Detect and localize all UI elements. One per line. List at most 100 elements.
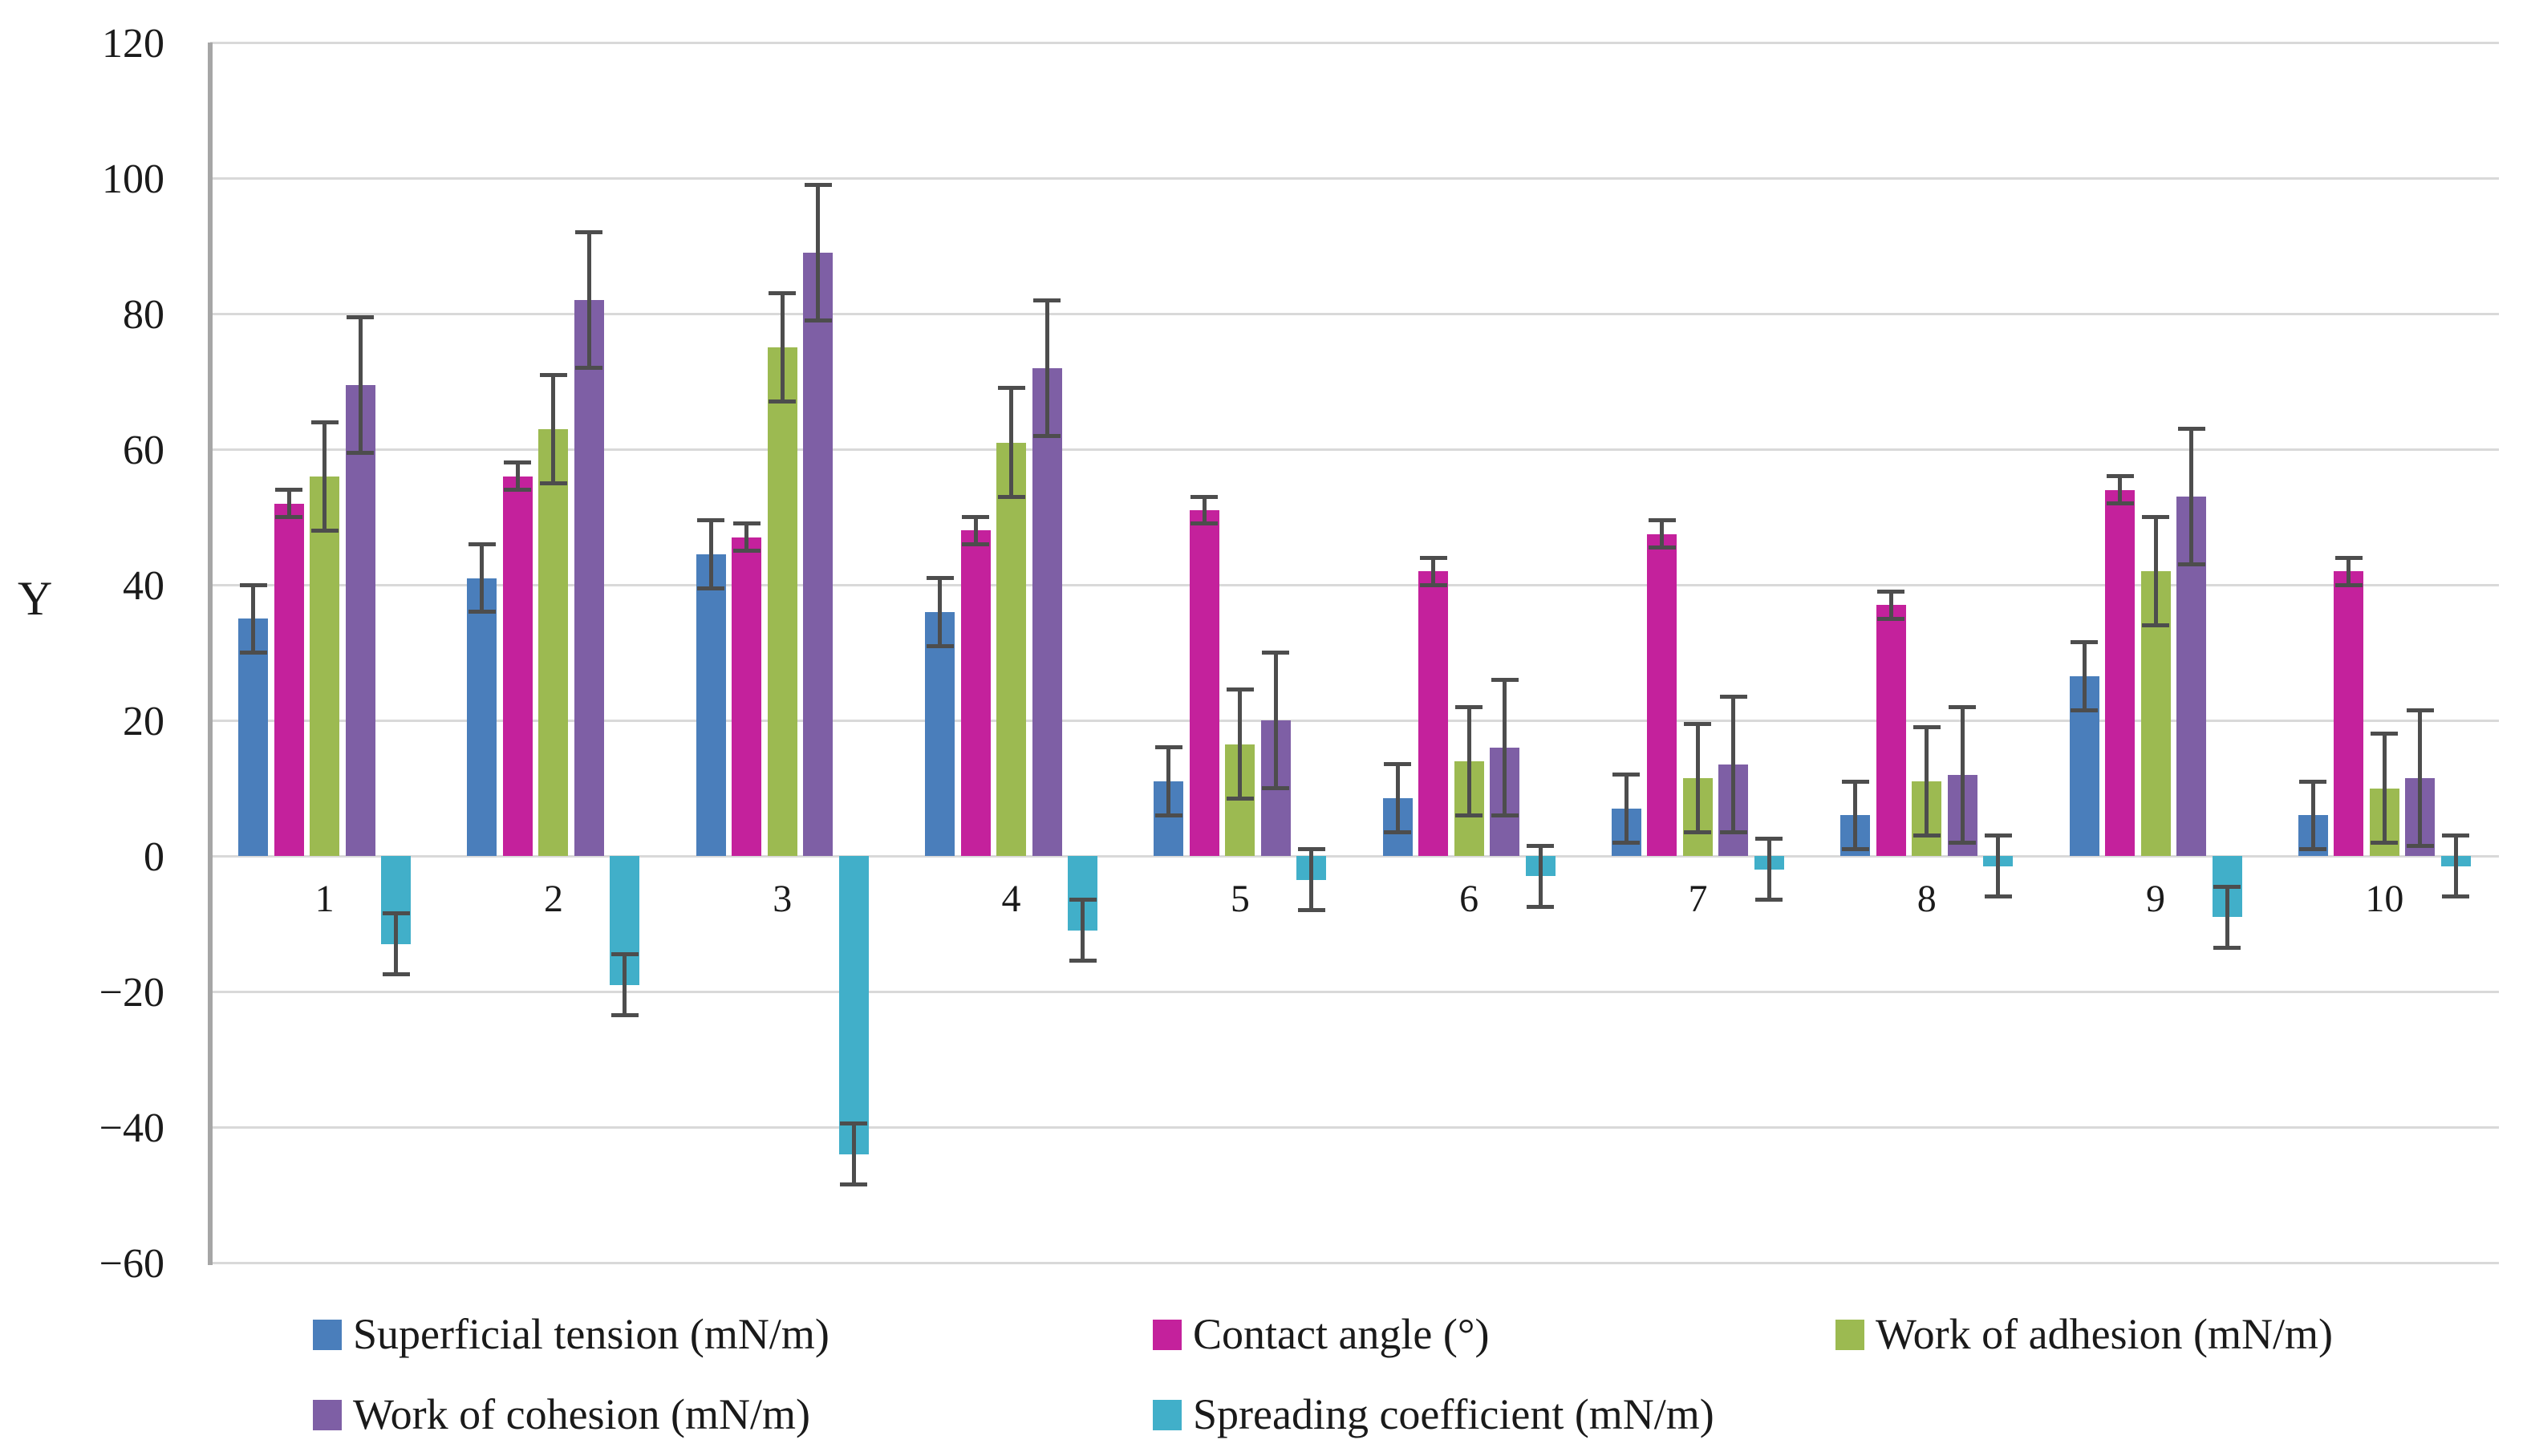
y-axis-title: Y xyxy=(18,571,53,625)
error-cap-top-series5-cat2 xyxy=(610,952,639,957)
error-cap-bottom-series3-cat8 xyxy=(1912,833,1941,838)
error-cap-bottom-series3-cat6 xyxy=(1455,813,1483,817)
error-cap-top-series3-cat4 xyxy=(997,386,1025,391)
error-cap-top-series1-cat4 xyxy=(926,576,954,581)
error-bar-series5-cat4 xyxy=(1081,899,1085,961)
error-cap-bottom-series3-cat5 xyxy=(1226,796,1254,801)
error-cap-bottom-series4-cat3 xyxy=(804,318,832,322)
error-cap-top-series4-cat9 xyxy=(2177,427,2205,432)
legend-item-series1: Superficial tension (mN/m) xyxy=(313,1310,829,1358)
error-cap-bottom-series5-cat9 xyxy=(2213,945,2241,950)
bar-series2-cat9 xyxy=(2105,489,2136,856)
legend-item-series5: Spreading coefficient (mN/m) xyxy=(1153,1390,1714,1438)
error-bar-series1-cat10 xyxy=(2310,781,2315,850)
error-cap-bottom-series3-cat2 xyxy=(539,481,567,485)
error-cap-bottom-series2-cat3 xyxy=(732,549,761,554)
error-bar-series1-cat4 xyxy=(938,578,943,647)
error-cap-bottom-series4-cat4 xyxy=(1033,433,1061,438)
gridline-40 xyxy=(210,583,2499,586)
legend-label-series4: Work of cohesion (mN/m) xyxy=(353,1390,811,1438)
error-cap-top-series4-cat6 xyxy=(1491,677,1519,682)
gridline-60 xyxy=(210,448,2499,451)
bar-series2-cat3 xyxy=(732,537,762,856)
error-bar-series4-cat1 xyxy=(358,317,363,453)
error-cap-bottom-series3-cat3 xyxy=(769,399,797,404)
error-bar-series4-cat2 xyxy=(586,232,591,368)
error-cap-top-series4-cat4 xyxy=(1033,298,1061,302)
error-bar-series3-cat7 xyxy=(1695,724,1700,833)
error-cap-bottom-series1-cat6 xyxy=(1384,829,1412,834)
error-cap-top-series1-cat8 xyxy=(1841,779,1869,784)
error-bar-series3-cat4 xyxy=(1009,387,1014,497)
error-cap-top-series2-cat9 xyxy=(2106,474,2134,479)
bar-series1-cat4 xyxy=(925,611,955,856)
error-cap-top-series4-cat10 xyxy=(2406,708,2434,712)
x-category-label-3: 3 xyxy=(773,878,793,920)
bar-series3-cat2 xyxy=(538,428,569,856)
error-cap-bottom-series4-cat2 xyxy=(575,366,603,371)
error-cap-top-series3-cat8 xyxy=(1912,724,1941,729)
bar-series2-cat7 xyxy=(1647,533,1677,856)
error-cap-top-series5-cat10 xyxy=(2442,833,2470,838)
y-tick-label-100: 100 xyxy=(102,156,164,202)
error-cap-bottom-series1-cat2 xyxy=(468,610,496,614)
legend-label-series5: Spreading coefficient (mN/m) xyxy=(1193,1390,1714,1438)
error-bar-series1-cat8 xyxy=(1853,781,1858,850)
error-cap-bottom-series1-cat8 xyxy=(1841,847,1869,852)
error-cap-bottom-series4-cat8 xyxy=(1949,840,1977,845)
x-category-label-4: 4 xyxy=(1001,878,1021,920)
error-bar-series2-cat7 xyxy=(1660,520,1665,548)
error-bar-series2-cat2 xyxy=(515,462,520,490)
x-category-label-1: 1 xyxy=(314,878,335,920)
error-cap-top-series5-cat5 xyxy=(1297,847,1325,852)
error-bar-series2-cat8 xyxy=(1888,591,1893,619)
y-tick-label-60: 60 xyxy=(123,428,164,473)
error-cap-bottom-series3-cat1 xyxy=(310,528,339,533)
error-bar-series4-cat8 xyxy=(1960,707,1965,843)
error-cap-bottom-series1-cat1 xyxy=(239,651,267,655)
error-bar-series5-cat8 xyxy=(1996,835,2001,897)
error-cap-top-series2-cat10 xyxy=(2334,555,2363,560)
bar-series2-cat1 xyxy=(274,503,304,856)
legend-item-series2: Contact angle (°) xyxy=(1153,1310,1489,1358)
gridline-−60 xyxy=(210,1261,2499,1264)
error-cap-top-series2-cat1 xyxy=(275,488,303,493)
error-cap-top-series3-cat9 xyxy=(2142,515,2170,519)
error-cap-top-series3-cat10 xyxy=(2371,732,2399,736)
error-cap-bottom-series1-cat4 xyxy=(926,643,954,648)
error-bar-series2-cat5 xyxy=(1202,497,1207,524)
error-bar-series2-cat10 xyxy=(2346,558,2351,585)
bar-series1-cat1 xyxy=(238,618,269,856)
legend-item-series3: Work of adhesion (mN/m) xyxy=(1835,1310,2334,1358)
x-category-label-7: 7 xyxy=(1688,878,1708,920)
bar-series2-cat4 xyxy=(960,530,991,856)
gridline-120 xyxy=(210,41,2499,44)
bar-series2-cat5 xyxy=(1189,510,1219,856)
bar-series2-cat8 xyxy=(1876,605,1906,856)
bar-series4-cat2 xyxy=(574,300,604,856)
bar-series4-cat4 xyxy=(1032,367,1062,856)
error-bar-series4-cat7 xyxy=(1731,696,1736,833)
y-tick-label-−60: −60 xyxy=(99,1241,164,1287)
error-cap-top-series3-cat3 xyxy=(769,291,797,296)
x-category-label-9: 9 xyxy=(2146,878,2166,920)
error-cap-bottom-series2-cat10 xyxy=(2334,582,2363,587)
error-bar-series2-cat9 xyxy=(2118,476,2123,504)
error-bar-series3-cat6 xyxy=(1466,707,1471,816)
error-bar-series4-cat4 xyxy=(1044,300,1049,436)
bar-series1-cat3 xyxy=(696,554,726,856)
error-bar-series2-cat6 xyxy=(1431,558,1436,585)
error-cap-bottom-series5-cat6 xyxy=(1527,904,1555,909)
error-cap-top-series5-cat4 xyxy=(1069,898,1097,902)
error-cap-bottom-series5-cat1 xyxy=(382,972,410,977)
y-tick-label-−20: −20 xyxy=(99,970,164,1016)
error-cap-bottom-series4-cat9 xyxy=(2177,562,2205,567)
error-bar-series1-cat5 xyxy=(1166,747,1171,816)
error-cap-bottom-series5-cat5 xyxy=(1297,908,1325,913)
error-cap-top-series1-cat6 xyxy=(1384,762,1412,767)
error-cap-top-series5-cat3 xyxy=(840,1121,868,1126)
x-category-label-6: 6 xyxy=(1459,878,1479,920)
legend-label-series3: Work of adhesion (mN/m) xyxy=(1876,1310,2334,1358)
error-cap-bottom-series2-cat4 xyxy=(962,541,990,546)
error-cap-bottom-series1-cat3 xyxy=(697,586,725,590)
